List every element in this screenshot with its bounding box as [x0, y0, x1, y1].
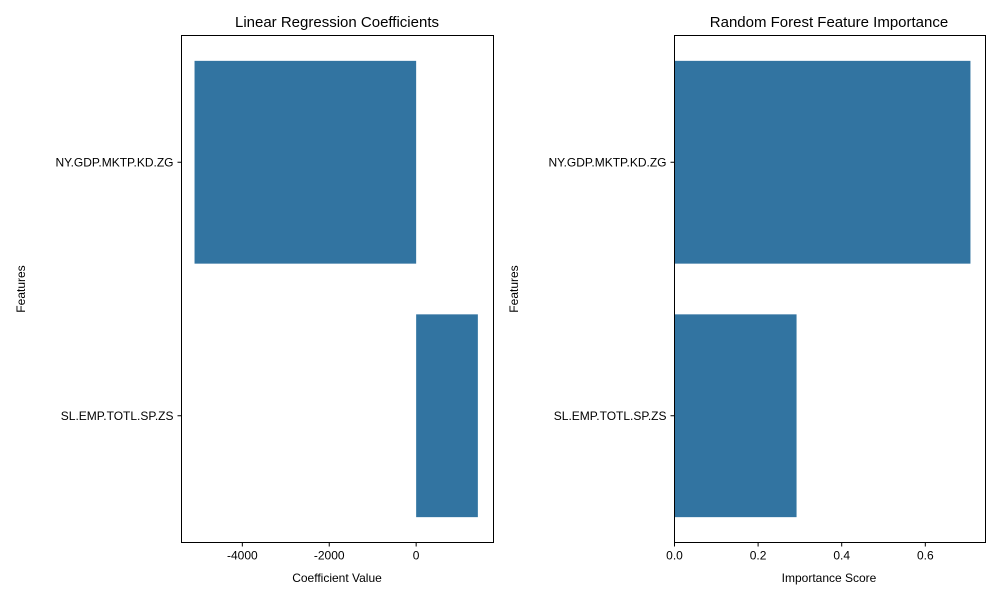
lr-y-axis-label: Features — [14, 265, 28, 312]
rf-plot-frame — [674, 35, 986, 543]
lr-x-tick-label-2: -2000 — [314, 549, 345, 563]
rf-chart-title: Random Forest Feature Importance — [710, 14, 948, 31]
lr-coefficients-panel: Linear Regression Coefficients -4000 -200… — [14, 14, 494, 585]
lr-x-ticks: -4000 -2000 0 — [227, 542, 420, 563]
lr-x-tick-label-1: -4000 — [227, 549, 258, 563]
rf-x-tick-label-1: 0.0 — [666, 549, 683, 563]
lr-chart-title: Linear Regression Coefficients — [235, 14, 439, 31]
lr-bar-1 — [194, 60, 417, 264]
rf-bars — [674, 60, 971, 518]
lr-y-ticks: NY.GDP.MKTP.KD.ZG SL.EMP.TOTL.SP.ZS — [55, 155, 182, 423]
lr-bar-2 — [416, 314, 478, 518]
rf-importance-panel: Random Forest Feature Importance 0.0 0.2 0… — [507, 14, 986, 585]
rf-bar-1 — [674, 60, 971, 264]
lr-bars — [194, 60, 478, 518]
rf-y-tick-label-1: NY.GDP.MKTP.KD.ZG — [548, 155, 666, 169]
lr-y-tick-label-1: NY.GDP.MKTP.KD.ZG — [55, 155, 173, 169]
lr-y-tick-label-2: SL.EMP.TOTL.SP.ZS — [61, 409, 174, 423]
rf-x-tick-label-2: 0.2 — [750, 549, 767, 563]
rf-y-tick-label-2: SL.EMP.TOTL.SP.ZS — [554, 409, 667, 423]
rf-x-tick-label-4: 0.6 — [917, 549, 934, 563]
lr-x-axis-label: Coefficient Value — [292, 571, 382, 585]
rf-y-ticks: NY.GDP.MKTP.KD.ZG SL.EMP.TOTL.SP.ZS — [548, 155, 675, 423]
rf-x-axis-label: Importance Score — [782, 571, 877, 585]
rf-x-ticks: 0.0 0.2 0.4 0.6 — [666, 542, 934, 563]
rf-y-axis-label: Features — [507, 265, 521, 312]
rf-bar-2 — [674, 314, 797, 518]
rf-x-tick-label-3: 0.4 — [833, 549, 850, 563]
lr-x-tick-label-3: 0 — [413, 549, 420, 563]
lr-plot-frame — [181, 35, 494, 543]
